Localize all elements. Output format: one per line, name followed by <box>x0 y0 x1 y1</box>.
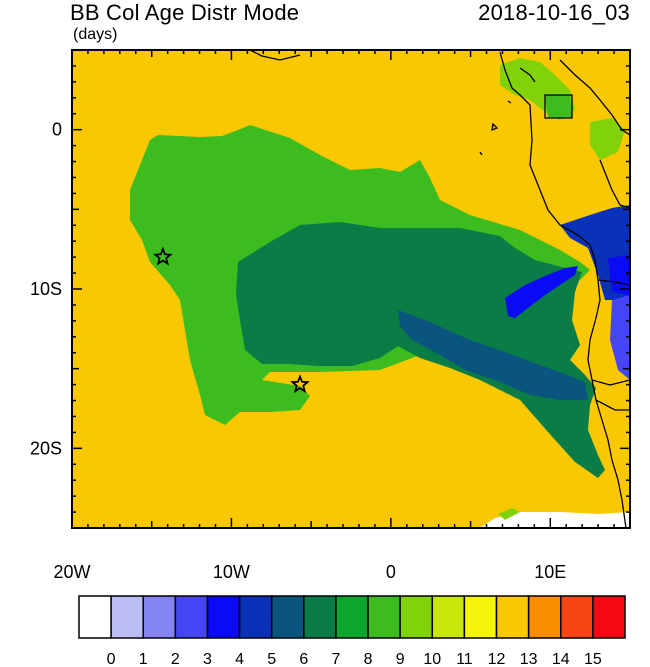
colorbar-label: 4 <box>235 651 244 667</box>
field-age-6-7 <box>236 222 605 478</box>
colorbar-label: 13 <box>520 651 538 667</box>
map-title: BB Col Age Distr Mode <box>70 0 300 25</box>
colorbar-label: 10 <box>423 651 441 667</box>
colorbar-label: 15 <box>584 651 602 667</box>
colorbar-swatch <box>142 595 177 639</box>
colorbar-label: 12 <box>488 651 506 667</box>
colorbar-swatch <box>592 595 626 639</box>
colorbar-label: 2 <box>171 651 180 667</box>
colorbar-swatch <box>431 595 466 639</box>
field-age-3-4-east <box>608 255 630 295</box>
x-tick-label: 20W <box>53 562 90 582</box>
colorbar-label: 1 <box>139 651 148 667</box>
colorbar-swatch <box>560 595 594 639</box>
colorbar-swatch <box>78 595 112 639</box>
field-age-5-6 <box>398 310 588 400</box>
colorbar-label: 5 <box>267 651 276 667</box>
colorbar-label: 3 <box>203 651 212 667</box>
colorbar: 0 1 2 3 4 5 6 7 8 9 10 11 12 13 14 15 <box>78 595 626 667</box>
star-marker-south-icon <box>290 374 310 394</box>
field-age-10-11-south <box>498 508 520 520</box>
axis-labels: 20W 10W 0 10E 0 10S 20S <box>30 120 566 582</box>
colorbar-label: 9 <box>396 651 405 667</box>
x-tick-label: 10E <box>534 562 566 582</box>
units-label: (days) <box>73 26 118 43</box>
x-tick-label: 0 <box>386 562 396 582</box>
colorbar-label: 6 <box>299 651 308 667</box>
station-markers <box>153 246 310 394</box>
colorbar-swatch <box>399 595 434 639</box>
y-tick-label: 10S <box>30 279 62 299</box>
colorbar-label: 0 <box>107 651 116 667</box>
axis-ticks <box>71 49 631 529</box>
colorbar-swatch <box>527 595 562 639</box>
field-no-data-south <box>480 512 630 528</box>
star-marker-west-icon <box>153 246 173 266</box>
colorbar-swatch <box>463 595 498 639</box>
y-tick-label: 20S <box>30 438 62 458</box>
colorbar-label: 14 <box>552 651 570 667</box>
colorbar-swatch <box>335 595 369 639</box>
field-age-9-10-ne <box>545 95 572 118</box>
colorbar-swatch <box>174 595 209 639</box>
colorbar-swatch <box>270 595 305 639</box>
colorbar-swatch <box>495 595 530 639</box>
field-age-10-11-east <box>590 118 625 160</box>
colorbar-swatch <box>367 595 401 639</box>
colorbar-swatch <box>110 595 144 639</box>
map-datetime: 2018-10-16_03 <box>478 0 630 25</box>
field-age-2-3-east <box>610 295 630 380</box>
colorbar-label: 11 <box>456 651 473 667</box>
field-age-3-4 <box>505 266 578 318</box>
colorbar-swatch <box>206 595 241 639</box>
colorbar-label: 8 <box>364 651 373 667</box>
map-plot-area <box>72 50 630 528</box>
y-tick-label: 0 <box>52 120 62 140</box>
x-tick-label: 10W <box>213 562 250 582</box>
colorbar-label: 7 <box>331 651 340 667</box>
colorbar-swatch <box>303 595 337 639</box>
colorbar-swatch <box>238 595 273 639</box>
